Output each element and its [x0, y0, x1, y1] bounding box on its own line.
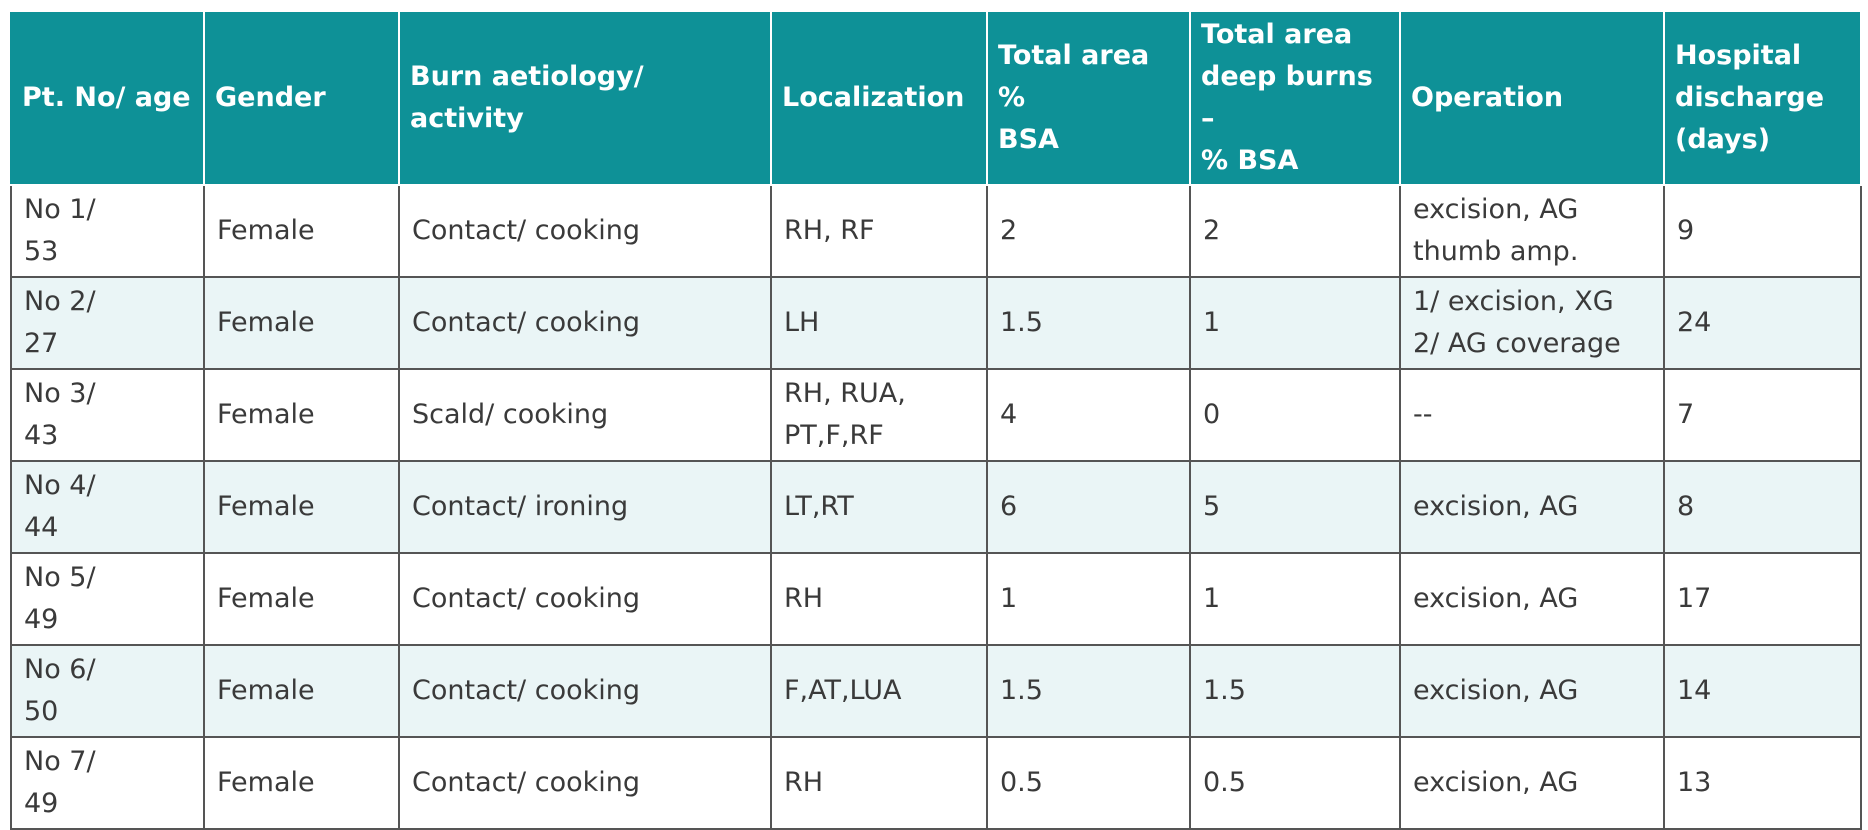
cell-total-area: 0.5: [986, 736, 1191, 830]
cell-operation: excision, AG: [1399, 552, 1665, 646]
cell-discharge: 8: [1663, 460, 1862, 554]
cell-operation: excision, AG: [1399, 460, 1665, 554]
table-row: No 7/ 49 Female Contact/ cooking RH 0.5 …: [10, 736, 1862, 830]
cell-operation: excision, AG thumb amp.: [1399, 184, 1665, 278]
cell-total-area: 2: [986, 184, 1191, 278]
cell-gender: Female: [203, 276, 400, 370]
cell-discharge: 13: [1663, 736, 1862, 830]
cell-aetiology: Scald/ cooking: [398, 368, 772, 462]
cell-deep-burns: 0: [1189, 368, 1401, 462]
cell-gender: Female: [203, 736, 400, 830]
cell-discharge: 14: [1663, 644, 1862, 738]
cell-gender: Female: [203, 552, 400, 646]
cell-localization: F,AT,LUA: [770, 644, 988, 738]
cell-patient: No 3/ 43: [10, 368, 205, 462]
cell-aetiology: Contact/ cooking: [398, 552, 772, 646]
header-patient-no-age: Pt. No/ age: [10, 10, 205, 186]
table-row: No 6/ 50 Female Contact/ cooking F,AT,LU…: [10, 644, 1862, 738]
cell-localization: RH: [770, 736, 988, 830]
cell-localization: RH, RUA, PT,F,RF: [770, 368, 988, 462]
header-gender: Gender: [203, 10, 400, 186]
header-hospital-discharge: Hospital discharge (days): [1663, 10, 1862, 186]
table-row: No 5/ 49 Female Contact/ cooking RH 1 1 …: [10, 552, 1862, 646]
burn-patients-table-container: Pt. No/ age Gender Burn aetiology/ activ…: [10, 10, 1862, 830]
cell-patient: No 7/ 49: [10, 736, 205, 830]
cell-deep-burns: 1.5: [1189, 644, 1401, 738]
cell-total-area: 1.5: [986, 276, 1191, 370]
table-row: No 1/ 53 Female Contact/ cooking RH, RF …: [10, 184, 1862, 278]
table-row: No 2/ 27 Female Contact/ cooking LH 1.5 …: [10, 276, 1862, 370]
cell-operation: --: [1399, 368, 1665, 462]
cell-aetiology: Contact/ cooking: [398, 736, 772, 830]
header-operation: Operation: [1399, 10, 1665, 186]
cell-aetiology: Contact/ cooking: [398, 644, 772, 738]
cell-total-area: 6: [986, 460, 1191, 554]
cell-operation: excision, AG: [1399, 736, 1665, 830]
cell-deep-burns: 1: [1189, 276, 1401, 370]
cell-discharge: 17: [1663, 552, 1862, 646]
cell-total-area: 1.5: [986, 644, 1191, 738]
cell-gender: Female: [203, 184, 400, 278]
cell-gender: Female: [203, 644, 400, 738]
burn-patients-table: Pt. No/ age Gender Burn aetiology/ activ…: [10, 10, 1862, 830]
cell-gender: Female: [203, 368, 400, 462]
cell-patient: No 6/ 50: [10, 644, 205, 738]
cell-aetiology: Contact/ cooking: [398, 276, 772, 370]
cell-total-area: 4: [986, 368, 1191, 462]
cell-aetiology: Contact/ ironing: [398, 460, 772, 554]
table-row: No 4/ 44 Female Contact/ ironing LT,RT 6…: [10, 460, 1862, 554]
cell-discharge: 24: [1663, 276, 1862, 370]
cell-operation: excision, AG: [1399, 644, 1665, 738]
cell-deep-burns: 1: [1189, 552, 1401, 646]
cell-patient: No 2/ 27: [10, 276, 205, 370]
cell-localization: LT,RT: [770, 460, 988, 554]
header-burn-aetiology: Burn aetiology/ activity: [398, 10, 772, 186]
cell-patient: No 1/ 53: [10, 184, 205, 278]
table-row: No 3/ 43 Female Scald/ cooking RH, RUA, …: [10, 368, 1862, 462]
table-header-row: Pt. No/ age Gender Burn aetiology/ activ…: [10, 10, 1862, 186]
cell-gender: Female: [203, 460, 400, 554]
cell-patient: No 4/ 44: [10, 460, 205, 554]
cell-localization: LH: [770, 276, 988, 370]
header-total-area-bsa: Total area % BSA: [986, 10, 1191, 186]
cell-patient: No 5/ 49: [10, 552, 205, 646]
cell-total-area: 1: [986, 552, 1191, 646]
cell-operation: 1/ excision, XG 2/ AG coverage: [1399, 276, 1665, 370]
header-localization: Localization: [770, 10, 988, 186]
cell-aetiology: Contact/ cooking: [398, 184, 772, 278]
cell-discharge: 7: [1663, 368, 1862, 462]
header-deep-burns-bsa: Total area deep burns – % BSA: [1189, 10, 1401, 186]
cell-discharge: 9: [1663, 184, 1862, 278]
cell-deep-burns: 5: [1189, 460, 1401, 554]
cell-deep-burns: 0.5: [1189, 736, 1401, 830]
cell-localization: RH: [770, 552, 988, 646]
cell-deep-burns: 2: [1189, 184, 1401, 278]
cell-localization: RH, RF: [770, 184, 988, 278]
